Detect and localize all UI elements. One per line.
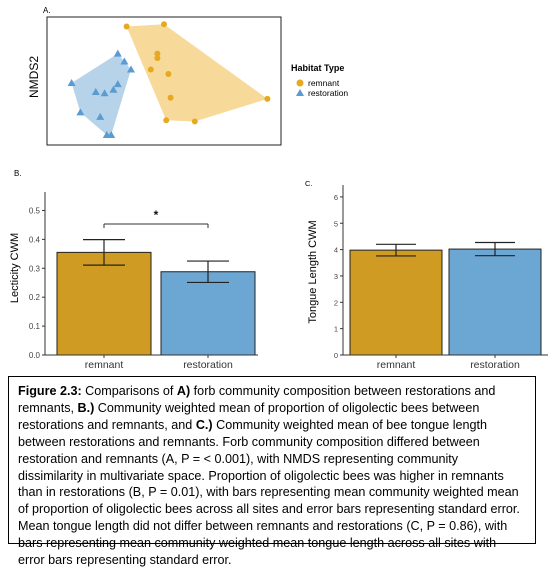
remnant-point <box>264 95 271 102</box>
caption-ref-c: C.) <box>195 417 213 432</box>
restoration-point <box>127 65 135 73</box>
c-bar-restoration <box>448 248 542 356</box>
restoration-point <box>109 85 118 93</box>
lecticity-panel: B. Lecticity CWM 0.0 0.1 0.2 0.3 0.4 0.5 remn… <box>9 169 258 371</box>
remnant-point <box>167 94 174 101</box>
caption-figure-label: Figure 2.3: <box>18 384 82 398</box>
c-category-label: restoration <box>470 359 520 371</box>
lecticity-x-axis: remnant restoration <box>45 354 258 371</box>
c-y-tick-label: 2 <box>334 298 338 307</box>
c-y-tick-label: 4 <box>334 246 338 255</box>
legend-restoration-label: restoration <box>308 88 348 98</box>
significance-bracket: * <box>103 208 209 228</box>
restoration-point <box>91 88 100 96</box>
remnant-point <box>161 21 167 28</box>
tongue-length-bars <box>349 241 542 356</box>
figure-caption: Figure 2.3: Comparisons of A) forb commu… <box>8 376 536 567</box>
c-bar-remnant <box>349 249 443 356</box>
lecticity-axis-label: Lecticity CWM <box>9 233 21 303</box>
restoration-point <box>100 89 109 97</box>
legend-restoration-triangle-icon <box>296 89 304 96</box>
restoration-point <box>67 79 76 87</box>
b-category-label: restoration <box>183 359 233 371</box>
remnant-point <box>147 66 154 73</box>
b-y-tick-label: 0.3 <box>29 264 41 273</box>
nmds-panel: A. NMDS2 Habitat Type remnant restoratio… <box>27 6 348 146</box>
remnant-point <box>123 23 130 30</box>
caption-ref-b: B.) <box>77 400 95 415</box>
remnant-point <box>191 118 198 125</box>
legend-title: Habitat Type <box>291 63 344 73</box>
significance-star: * <box>154 208 159 222</box>
b-category-label: remnant <box>85 359 124 371</box>
nmds2-axis-label: NMDS2 <box>27 56 41 98</box>
restoration-point <box>113 49 122 57</box>
b-y-tick-label: 0.1 <box>29 322 41 331</box>
restoration-point <box>76 108 85 116</box>
b-bar-remnant <box>56 251 152 356</box>
nmds-points <box>67 21 271 138</box>
b-y-tick-label: 0.5 <box>29 206 41 215</box>
tongue-length-x-axis: remnant restoration <box>343 354 548 371</box>
legend-remnant-circle-icon <box>296 79 304 87</box>
restoration-point <box>113 80 122 88</box>
tongue-length-panel: C. Tongue Length CWM 0 1 2 3 4 5 6 remnant rest… <box>305 179 548 371</box>
remnant-point <box>154 55 161 62</box>
remnant-point <box>165 70 172 77</box>
restoration-point <box>96 112 105 120</box>
panel-c-label: C. <box>305 179 313 188</box>
caption-text-1: Comparisons of <box>81 384 177 398</box>
tongue-length-y-axis: 0 1 2 3 4 5 6 <box>334 185 344 360</box>
c-y-tick-label: 5 <box>334 219 338 228</box>
restoration-point <box>102 131 111 138</box>
nmds-hulls <box>71 24 268 135</box>
c-category-label: remnant <box>377 359 416 371</box>
c-y-tick-label: 6 <box>334 193 338 202</box>
caption-text-4: Community weighted mean of bee tongue le… <box>18 417 520 568</box>
tongue-length-axis-label: Tongue Length CWM <box>307 220 319 323</box>
remnant-point <box>154 50 161 57</box>
panel-a-label: A. <box>43 6 51 15</box>
remnant-point <box>163 117 170 124</box>
b-y-tick-label: 0.4 <box>29 235 41 244</box>
lecticity-bars <box>56 239 256 356</box>
b-bar-restoration <box>160 271 256 356</box>
restoration-hull <box>71 53 131 135</box>
legend-remnant-label: remnant <box>308 78 340 88</box>
c-y-tick-label: 1 <box>334 325 338 334</box>
c-y-tick-label: 3 <box>334 272 338 281</box>
caption-text-3: Community weighted mean of proportion of… <box>18 400 480 432</box>
caption-ref-a: A) <box>176 384 191 398</box>
b-y-tick-label: 0.0 <box>29 351 41 360</box>
caption-text-2: forb community composition between resto… <box>18 384 496 415</box>
lecticity-y-axis: 0.0 0.1 0.2 0.3 0.4 0.5 <box>29 192 46 360</box>
restoration-point <box>120 57 129 65</box>
panel-b-label: B. <box>14 169 22 178</box>
remnant-hull <box>126 24 268 122</box>
figure-charts: A. NMDS2 Habitat Type remnant restoratio… <box>9 6 548 371</box>
c-y-tick-label: 0 <box>334 351 338 360</box>
b-y-tick-label: 0.2 <box>29 293 41 302</box>
